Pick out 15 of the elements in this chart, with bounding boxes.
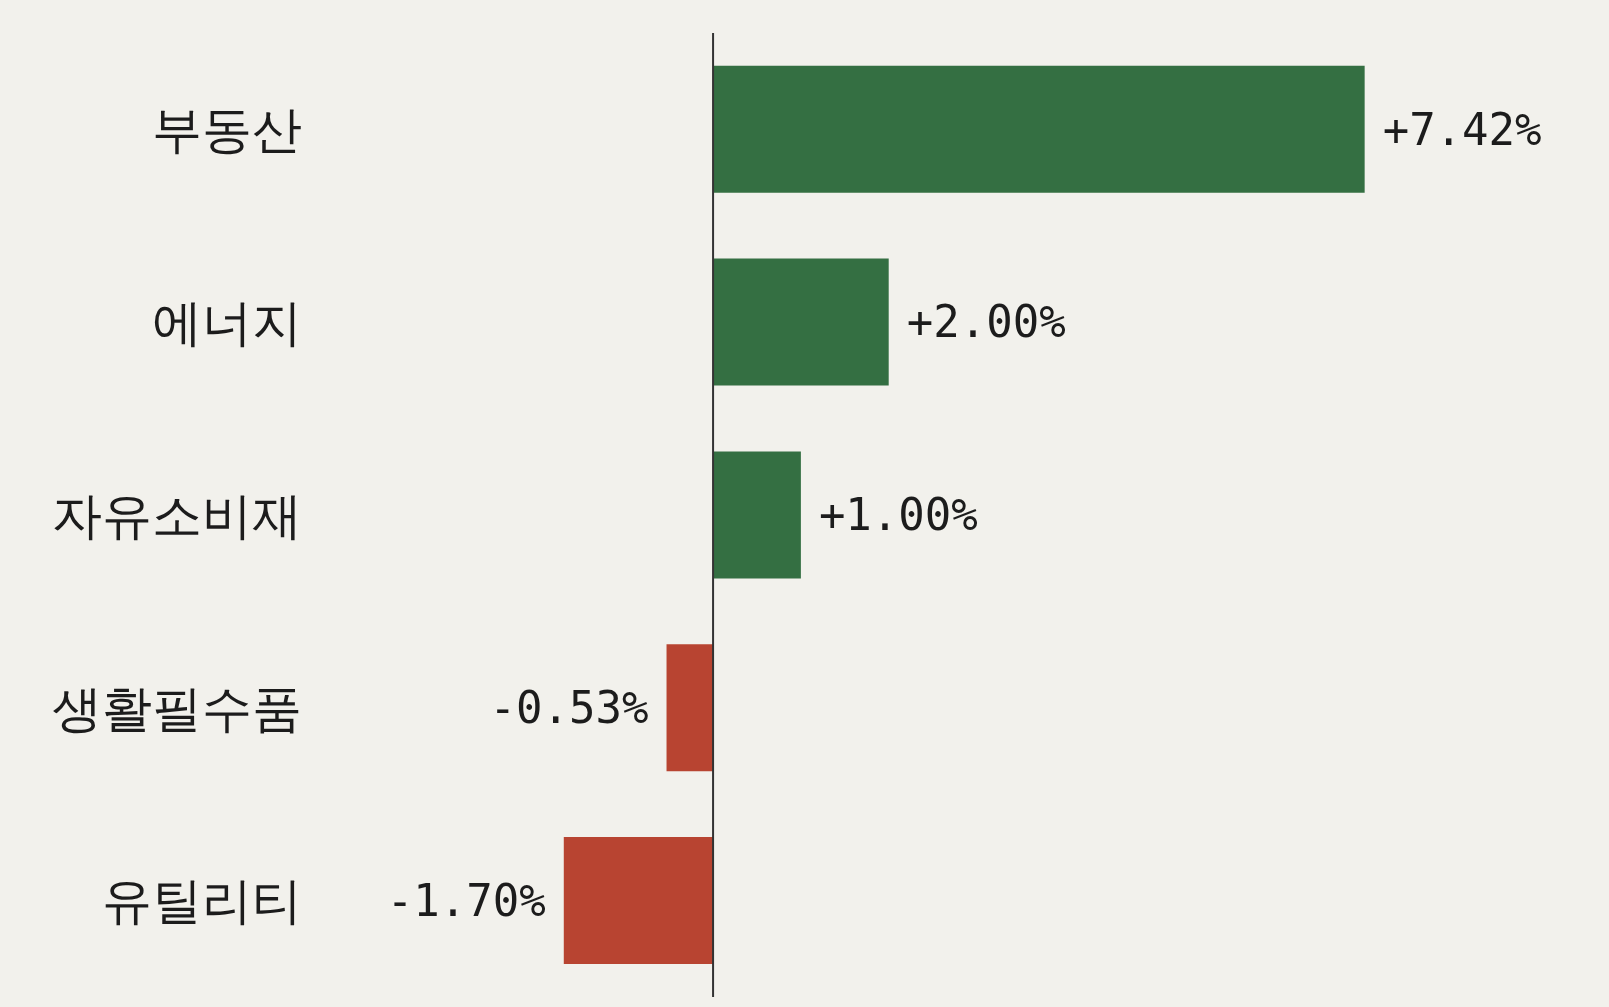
y-tick-label: 생활필수품 [52, 679, 302, 738]
data-label: -0.53% [489, 682, 649, 734]
bar [563, 836, 714, 964]
y-tick-label: 자유소비재 [52, 486, 302, 545]
y-tick-label: 유틸리티 [102, 872, 302, 931]
y-tick-label: 부동산 [152, 101, 302, 160]
data-label: +1.00% [818, 489, 978, 541]
bar [713, 65, 1365, 193]
data-label: +2.00% [906, 296, 1066, 348]
bar [713, 451, 801, 579]
bar [666, 644, 714, 772]
bar [713, 258, 889, 386]
data-label: -1.70% [386, 874, 546, 926]
data-label: +7.42% [1382, 103, 1542, 155]
y-tick-label: 에너지 [152, 293, 302, 352]
